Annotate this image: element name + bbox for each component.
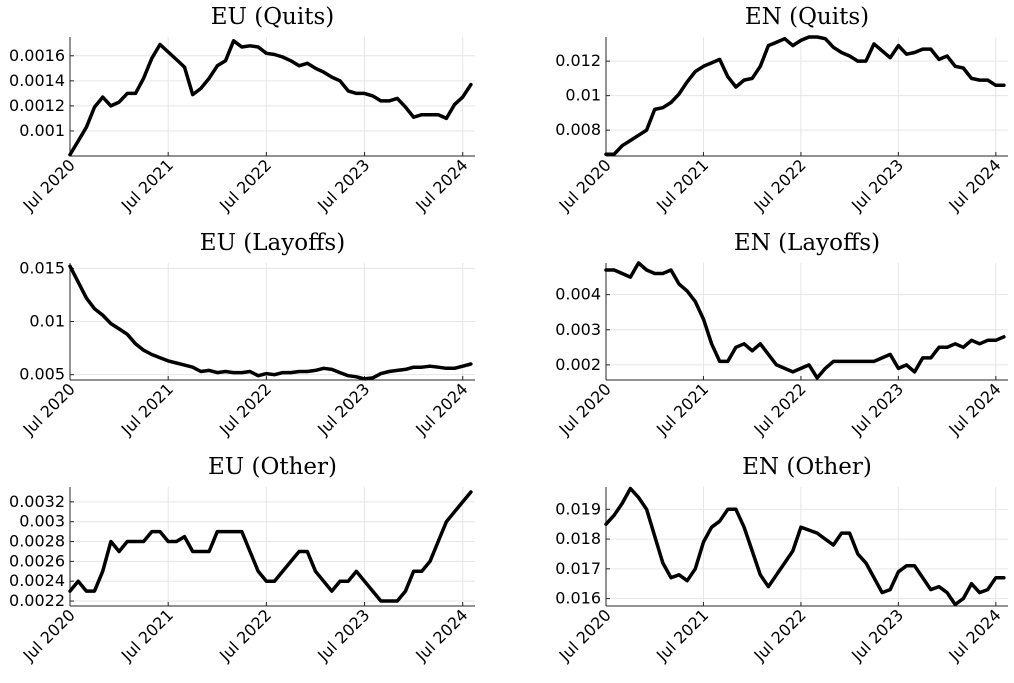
y-tick-label: 0.018	[555, 529, 601, 548]
x-tick-label: Jul 2024	[411, 155, 471, 215]
y-tick-label: 0.003	[555, 320, 601, 339]
panel-title: EN (Layoffs)	[734, 230, 880, 256]
x-tick-label: Jul 2024	[411, 605, 471, 665]
x-tick-label: Jul 2020	[19, 605, 79, 665]
x-tick-label: Jul 2022	[215, 605, 275, 665]
x-tick-label: Jul 2021	[117, 155, 177, 215]
x-tick-label: Jul 2022	[750, 155, 810, 215]
panel-title: EU (Layoffs)	[200, 230, 345, 256]
x-tick-label: Jul 2024	[944, 605, 1004, 665]
x-tick-label: Jul 2021	[652, 379, 712, 439]
y-tick-label: 0.004	[555, 285, 601, 304]
x-tick-label: Jul 2023	[847, 379, 907, 439]
y-tick-label: 0.0024	[9, 571, 65, 590]
x-tick-label: Jul 2022	[750, 379, 810, 439]
x-tick-label: Jul 2021	[652, 605, 712, 665]
y-tick-label: 0.001	[19, 121, 65, 140]
y-tick-label: 0.003	[19, 512, 65, 531]
y-tick-label: 0.019	[555, 499, 601, 518]
series-line	[68, 39, 473, 157]
panel-title: EU (Other)	[208, 454, 337, 480]
y-tick-label: 0.015	[19, 258, 65, 277]
panel-en-layoffs: EN (Layoffs) 0.002 0.003 0.004 Jul 2020 Jul …	[555, 230, 1008, 440]
y-tick-label: 0.01	[565, 86, 601, 105]
x-tick-label: Jul 2020	[555, 155, 615, 215]
x-tick-label: Jul 2020	[19, 379, 79, 439]
y-tick-label: 0.0026	[9, 551, 65, 570]
x-tick-label: Jul 2022	[750, 605, 810, 665]
x-tick-label: Jul 2020	[555, 605, 615, 665]
panel-eu-layoffs: EU (Layoffs) 0.005 0.01 0.015 Jul 2020 Jul 2…	[19, 230, 475, 440]
x-tick-label: Jul 2023	[313, 155, 373, 215]
y-tick-label: 0.002	[555, 355, 601, 374]
y-tick-label: 0.005	[19, 365, 65, 384]
y-tick-label: 0.01	[29, 312, 65, 331]
x-tick-label: Jul 2023	[847, 155, 907, 215]
y-tick-label: 0.0014	[9, 71, 65, 90]
y-tick-label: 0.0028	[9, 532, 65, 551]
series-line	[604, 486, 1006, 607]
x-tick-label: Jul 2024	[944, 155, 1004, 215]
panel-eu-quits: EU (Quits) 0.001 0.0012 0.0014 0.0016 Jul 20…	[9, 4, 475, 216]
panel-en-other: EN (Other) 0.016 0.017 0.018 0.019 Jul 2020 J…	[555, 454, 1008, 666]
y-tick-label: 0.008	[555, 120, 601, 139]
x-tick-label: Jul 2024	[411, 379, 471, 439]
panel-title: EU (Quits)	[211, 4, 335, 30]
x-tick-label: Jul 2021	[117, 379, 177, 439]
x-tick-label: Jul 2023	[313, 605, 373, 665]
x-tick-label: Jul 2021	[117, 605, 177, 665]
panel-eu-other: EU (Other) 0.00220.00240.00260.00280.003…	[9, 454, 475, 666]
x-tick-label: Jul 2023	[313, 379, 373, 439]
y-tick-label: 0.0016	[9, 46, 65, 65]
x-tick-label: Jul 2020	[555, 379, 615, 439]
panel-title: EN (Quits)	[745, 4, 869, 30]
x-tick-label: Jul 2020	[19, 155, 79, 215]
y-tick-label: 0.0012	[9, 96, 65, 115]
panel-en-quits: EN (Quits) 0.008 0.01 0.012 Jul 2020 Jul 202…	[555, 4, 1008, 216]
x-tick-label: Jul 2023	[847, 605, 907, 665]
panel-title: EN (Other)	[742, 454, 872, 480]
x-tick-label: Jul 2022	[215, 379, 275, 439]
y-tick-label: 0.016	[555, 589, 601, 608]
x-tick-label: Jul 2024	[944, 379, 1004, 439]
y-tick-label: 0.012	[555, 51, 601, 70]
series-line	[604, 35, 1006, 157]
series-line	[68, 490, 473, 603]
x-tick-label: Jul 2022	[215, 155, 275, 215]
x-tick-label: Jul 2021	[652, 155, 712, 215]
series-line	[604, 261, 1006, 380]
y-tick-label: 0.0022	[9, 591, 65, 610]
y-tick-label: 0.0032	[9, 492, 65, 511]
series-line	[68, 264, 473, 381]
y-tick-label: 0.017	[555, 559, 601, 578]
